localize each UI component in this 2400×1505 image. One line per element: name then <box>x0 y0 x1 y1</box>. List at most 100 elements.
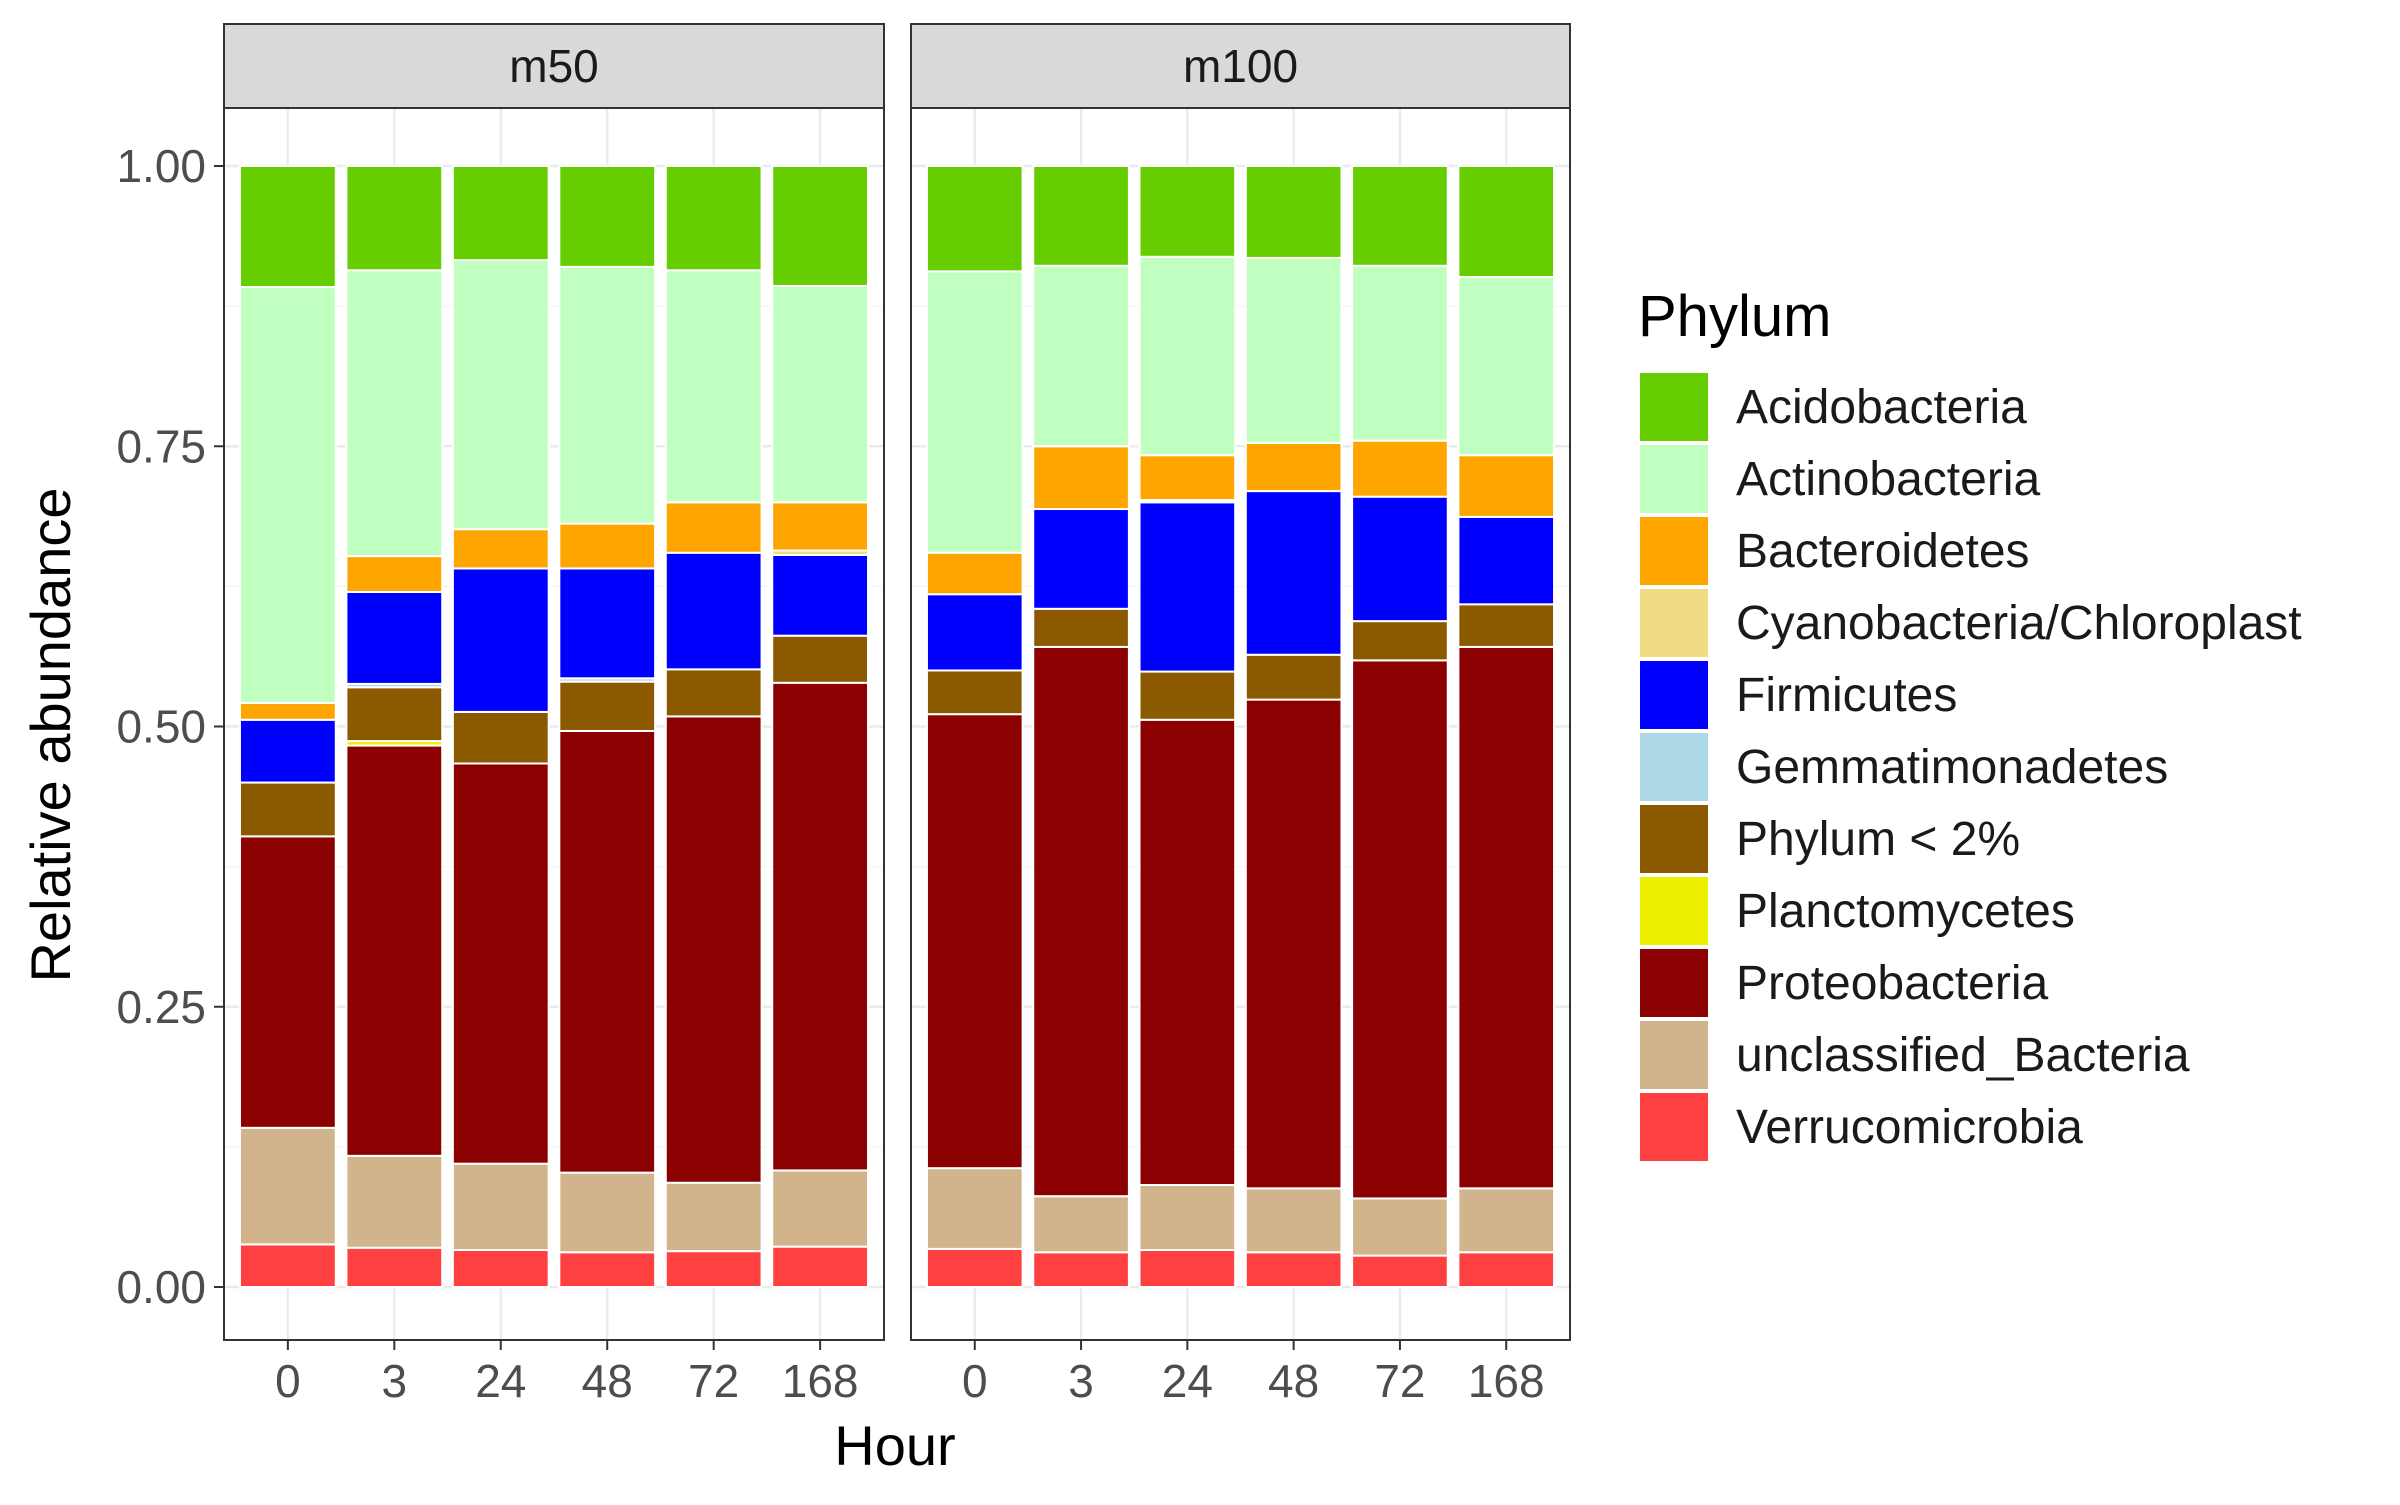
x-tick-label: 48 <box>582 1355 633 1407</box>
panel-m100: m100 0 3 24 48 72 168 <box>910 23 1571 1407</box>
x-tick-label: 168 <box>782 1355 859 1407</box>
bar-segment <box>1244 441 1343 493</box>
bar-segment <box>1457 275 1556 457</box>
bar-segment <box>1138 165 1237 258</box>
bar-segment <box>925 551 1024 596</box>
legend-key <box>1640 589 1708 657</box>
legend-label: unclassified_Bacteria <box>1736 1029 2190 1082</box>
legend-label: Proteobacteria <box>1736 957 2048 1010</box>
bar-segment <box>451 567 550 713</box>
legend-label: Gemmatimonadetes <box>1736 741 2168 794</box>
legend-key <box>1640 877 1708 945</box>
bar-segment <box>1244 165 1343 259</box>
legend-label: Actinobacteria <box>1736 453 2040 506</box>
bar-segment <box>1351 1197 1449 1257</box>
bar-segment <box>345 744 444 1157</box>
bar-segment <box>1351 659 1449 1200</box>
bar-segment <box>558 522 657 570</box>
legend-label: Verrucomicrobia <box>1736 1101 2083 1154</box>
bar-segment <box>1244 1251 1343 1289</box>
legend-key <box>1640 517 1708 585</box>
x-tick-label: 3 <box>1068 1355 1094 1407</box>
bar-segment <box>1032 607 1130 648</box>
bar-segment <box>925 1167 1024 1250</box>
bar-segment <box>1351 264 1449 442</box>
bar-segment <box>1351 439 1449 498</box>
legend-key <box>1640 661 1708 729</box>
legend-key <box>1640 1021 1708 1089</box>
y-tick-label: 1.00 <box>116 140 206 192</box>
bar-segment <box>1457 645 1556 1190</box>
bar-segment <box>451 710 550 765</box>
panel-m50: m50 0 3 24 48 72 168 0.00 0.25 0.50 0.75 1.00 <box>116 23 885 1407</box>
x-tick-label: 72 <box>688 1355 739 1407</box>
bar-segment <box>1457 165 1556 278</box>
legend-key <box>1640 373 1708 441</box>
legend-key <box>1640 445 1708 513</box>
bar-segment <box>925 669 1024 716</box>
legend-label: Phylum < 2% <box>1736 813 2020 866</box>
bar-segment <box>664 165 763 272</box>
bar-segment <box>345 555 444 593</box>
x-tick-label: 24 <box>475 1355 526 1407</box>
x-tick-label: 0 <box>962 1355 988 1407</box>
bar-segment <box>451 259 550 531</box>
bar-segment <box>1032 1251 1130 1289</box>
bar-segment <box>1138 501 1237 673</box>
bar-segment <box>558 680 657 732</box>
x-axis-title: Hour <box>834 1414 955 1477</box>
legend-label: Cyanobacteria/Chloroplast <box>1736 597 2302 650</box>
bar-segment <box>771 284 870 504</box>
x-tick-label: 0 <box>275 1355 301 1407</box>
bar-segment <box>1138 1249 1237 1288</box>
bar-segment <box>664 501 763 554</box>
bar-segment <box>1032 445 1130 511</box>
bar-segment <box>771 553 870 637</box>
bar-segment <box>925 713 1024 1170</box>
bar-segment <box>771 1245 870 1289</box>
facet-strip <box>910 23 1571 109</box>
bar-segment <box>451 1162 550 1252</box>
bar-segment <box>558 1251 657 1289</box>
bar-segment <box>1244 698 1343 1190</box>
bar-segment <box>1351 165 1449 267</box>
bar-segment <box>451 165 550 262</box>
bar-segment <box>1032 264 1130 448</box>
bar-segment <box>925 270 1024 554</box>
y-tick-label: 0.00 <box>116 1261 206 1313</box>
bar-segment <box>345 1154 444 1249</box>
bar-segment <box>925 593 1024 672</box>
bar-segment <box>925 165 1024 273</box>
bar-segment <box>1138 1183 1237 1252</box>
bar-segment <box>771 634 870 684</box>
bar-segment <box>1244 653 1343 701</box>
x-tick-label: 24 <box>1162 1355 1213 1407</box>
bar-segment <box>238 1126 337 1246</box>
x-tick-label: 168 <box>1468 1355 1545 1407</box>
bar-segment <box>238 781 337 838</box>
bar-segment <box>664 715 763 1184</box>
bar-segment <box>558 165 657 268</box>
bar-segment <box>771 501 870 552</box>
bar-segment <box>451 528 550 570</box>
y-axis-title: Relative abundance <box>19 487 82 982</box>
legend-key <box>1640 1093 1708 1161</box>
legend-key <box>1640 805 1708 873</box>
panel-border <box>223 107 885 1341</box>
bar-segment <box>238 286 337 704</box>
bar-segment <box>664 551 763 671</box>
bar-segment <box>664 1250 763 1289</box>
legend-label: Bacteroidetes <box>1736 525 2030 578</box>
bar-segment <box>1244 256 1343 444</box>
bar-segment <box>771 681 870 1172</box>
bar-segment <box>1138 454 1237 502</box>
bar-segment <box>1457 454 1556 518</box>
bar-segment <box>558 567 657 680</box>
bar-segment <box>238 165 337 289</box>
bar-segment <box>1457 1251 1556 1289</box>
bar-segment <box>451 1249 550 1288</box>
bar-segment <box>345 1246 444 1289</box>
bar-segment <box>1032 165 1130 267</box>
legend-label: Firmicutes <box>1736 669 1957 722</box>
